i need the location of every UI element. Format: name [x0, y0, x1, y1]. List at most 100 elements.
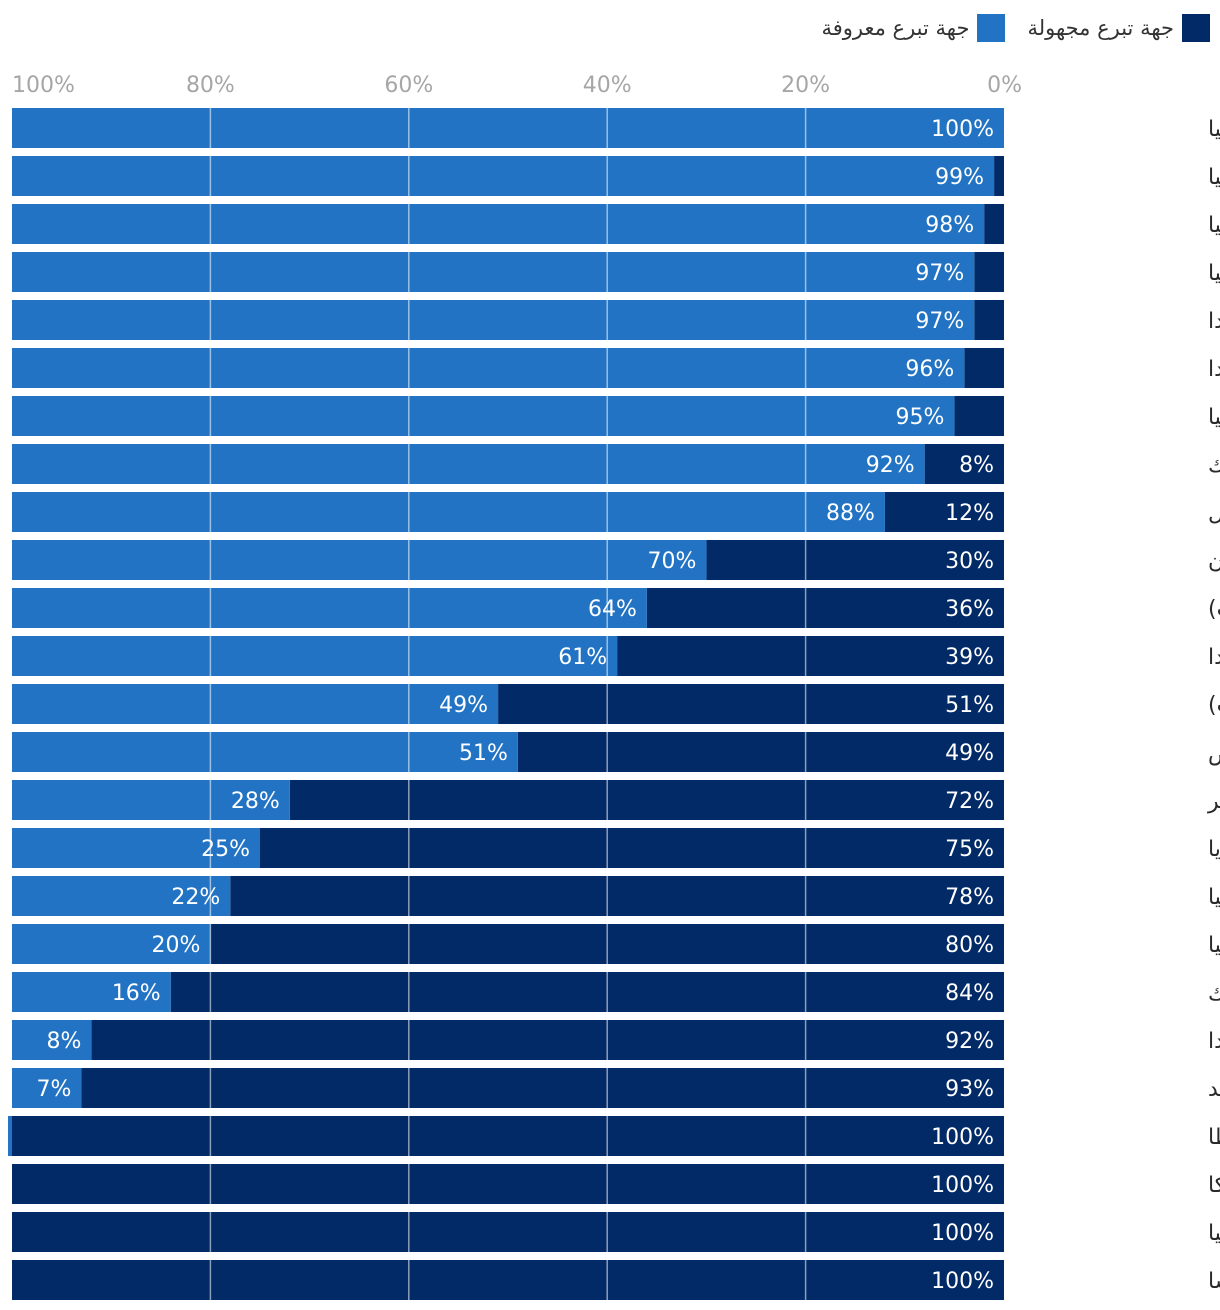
bar-known-3 — [12, 252, 975, 292]
value-label-unknown-20: 93% — [945, 1077, 994, 1102]
x-tick-label-3: 60% — [384, 73, 433, 98]
bar-unknown-19 — [91, 1020, 1005, 1060]
value-label-known-10: 64% — [588, 597, 637, 622]
x-tick-label-4: 80% — [186, 73, 235, 98]
category-label-13: قبرص — [1208, 741, 1220, 766]
bar-unknown-24 — [12, 1260, 1004, 1300]
value-label-unknown-16: 78% — [945, 885, 994, 910]
category-label-18: الدانمارك — [1208, 981, 1220, 1006]
x-tick-label-5: 100% — [12, 73, 75, 98]
value-label-known-13: 51% — [459, 741, 508, 766]
category-label-21: مالطا — [1208, 1125, 1220, 1150]
x-tick-label-1: 20% — [781, 73, 830, 98]
value-label-known-4: 97% — [915, 309, 964, 334]
value-label-known-9: 70% — [647, 549, 696, 574]
bars-layer — [8, 108, 1005, 1300]
bar-known-14 — [12, 780, 290, 820]
legend: جهة تبرع مجهولة جهة تبرع معروفة — [799, 12, 1210, 44]
bar-unknown-13 — [517, 732, 1004, 772]
bar-unknown-20 — [81, 1068, 1004, 1108]
value-label-known-11: 61% — [558, 645, 607, 670]
bar-unknown-22 — [12, 1164, 1004, 1204]
value-label-known-14: 28% — [231, 789, 280, 814]
value-label-unknown-8: 12% — [945, 501, 994, 526]
value-label-known-1: 99% — [935, 165, 984, 190]
category-label-15: بلغاريا — [1208, 837, 1220, 862]
bar-known-8 — [12, 492, 885, 532]
value-label-known-15: 25% — [201, 837, 250, 862]
category-label-14: المجر — [1207, 789, 1220, 814]
category-label-23: إسبانيا — [1208, 1221, 1220, 1246]
value-label-unknown-11: 39% — [945, 645, 994, 670]
bar-unknown-1 — [994, 156, 1004, 196]
category-label-9: اليونان — [1208, 549, 1220, 574]
bar-known-10 — [12, 588, 647, 628]
category-label-16: ألمانيا — [1208, 882, 1220, 910]
bar-unknown-21 — [12, 1116, 1004, 1156]
bar-unknown-14 — [289, 780, 1004, 820]
value-label-unknown-10: 36% — [945, 597, 994, 622]
value-label-known-19: 8% — [46, 1029, 81, 1054]
bar-unknown-23 — [12, 1212, 1004, 1252]
bar-known-15 — [12, 828, 260, 868]
bar-known-0 — [12, 108, 1004, 148]
value-label-known-12: 49% — [439, 693, 488, 718]
category-label-20: السويد — [1208, 1077, 1220, 1102]
category-labels: ليتوانيا إستونيا رومانيا كرواتيا فنلندا بولند… — [1207, 117, 1220, 1294]
category-label-6: سلوفاكيا — [1208, 405, 1220, 430]
x-axis-ticks: 0% 20% 40% 60% 80% 100% — [12, 73, 1022, 98]
x-tick-label-2: 40% — [583, 73, 632, 98]
value-label-unknown-21: 100% — [931, 1125, 994, 1150]
bar-unknown-9 — [706, 540, 1004, 580]
bar-unknown-12 — [498, 684, 1004, 724]
grid-layer — [209, 104, 807, 1300]
bar-known-4 — [12, 300, 975, 340]
bar-known-7 — [12, 444, 925, 484]
bar-known-19 — [12, 1020, 92, 1060]
bar-known-21 — [8, 1116, 12, 1156]
value-label-unknown-24: 100% — [931, 1269, 994, 1294]
category-label-4: فنلندا — [1208, 309, 1220, 334]
value-label-unknown-23: 100% — [931, 1221, 994, 1246]
category-label-8: البرتغال — [1208, 501, 1220, 526]
labels-layer: 100% 99% 98% 97% 97% 96% 95% 8% 92% 12% 88% 30% 70% 3… — [37, 117, 994, 1294]
category-label-10: سويسرا (الأحزاب) — [1208, 595, 1220, 622]
value-label-known-7: 92% — [866, 453, 915, 478]
value-label-unknown-14: 72% — [945, 789, 994, 814]
bar-known-6 — [12, 396, 955, 436]
category-label-19: إيرلندا — [1208, 1029, 1220, 1054]
bar-known-16 — [12, 876, 231, 916]
value-label-known-8: 88% — [826, 501, 875, 526]
bar-unknown-15 — [260, 828, 1004, 868]
category-label-7: جمهورية التشيك — [1208, 453, 1220, 478]
category-label-12: سويسرا (الاقتراعات) — [1208, 693, 1220, 718]
value-label-known-3: 97% — [915, 261, 964, 286]
category-label-24: فرنسا — [1208, 1269, 1220, 1294]
bar-known-12 — [12, 684, 499, 724]
legend-label-unknown: جهة تبرع مجهولة — [1027, 16, 1174, 40]
legend-label-known: جهة تبرع معروفة — [821, 16, 970, 40]
bar-known-5 — [12, 348, 965, 388]
bar-known-13 — [12, 732, 518, 772]
value-label-known-17: 20% — [151, 933, 200, 958]
value-label-unknown-13: 49% — [945, 741, 994, 766]
category-label-2: رومانيا — [1208, 213, 1220, 238]
value-label-unknown-12: 51% — [945, 693, 994, 718]
value-label-unknown-7: 8% — [959, 453, 994, 478]
value-label-unknown-9: 30% — [945, 549, 994, 574]
category-label-0: ليتوانيا — [1208, 117, 1220, 142]
bar-unknown-11 — [617, 636, 1004, 676]
bar-known-17 — [12, 924, 211, 964]
value-label-known-16: 22% — [171, 885, 220, 910]
bar-unknown-7 — [924, 444, 1004, 484]
value-label-unknown-19: 92% — [945, 1029, 994, 1054]
category-label-17: سلوفاكيا — [1208, 933, 1220, 958]
bar-known-9 — [12, 540, 707, 580]
legend-swatch-known — [977, 14, 1006, 42]
bar-unknown-8 — [884, 492, 1004, 532]
category-label-3: كرواتيا — [1208, 261, 1220, 286]
bar-unknown-5 — [964, 348, 1004, 388]
category-label-22: بلجيكا — [1208, 1173, 1220, 1198]
legend-item-known: جهة تبرع معروفة — [821, 14, 1006, 42]
legend-item-unknown: جهة تبرع مجهولة — [1027, 14, 1210, 42]
